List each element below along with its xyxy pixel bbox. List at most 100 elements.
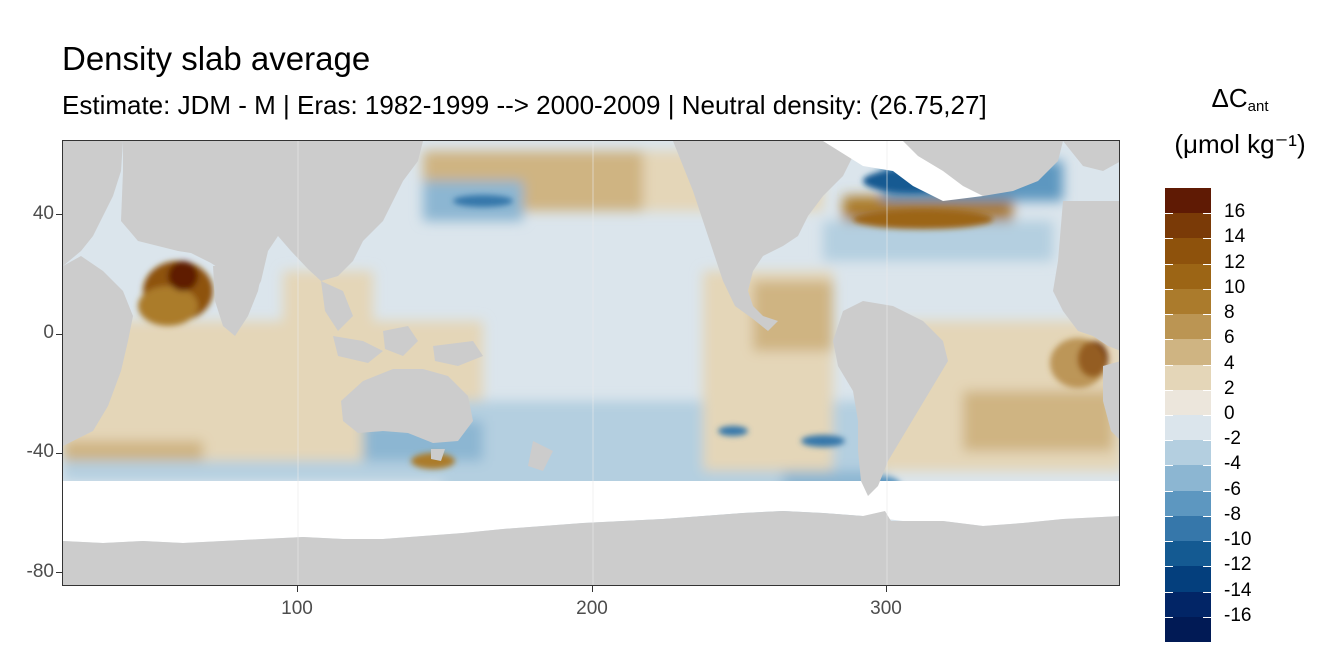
land-africa-east	[63, 256, 133, 446]
y-tick-minus-80: -80	[26, 561, 54, 582]
legend-tick	[1203, 314, 1211, 316]
x-tick-200: 200	[576, 598, 608, 619]
land-new-guinea	[433, 341, 483, 366]
land-south-america	[833, 301, 948, 496]
legend-tick	[1165, 288, 1173, 290]
legend-color-step	[1165, 566, 1211, 593]
legend-tick	[1165, 591, 1173, 593]
legend-label: -16	[1224, 604, 1252, 626]
legend-tick	[1165, 515, 1173, 517]
legend-label: 14	[1224, 226, 1246, 248]
legend-tick	[1203, 541, 1211, 543]
land-borneo	[383, 326, 418, 356]
legend-tick	[1203, 616, 1211, 618]
legend-color-step	[1165, 490, 1211, 517]
legend-tick	[1203, 566, 1211, 568]
legend-symbol: ΔC	[1211, 83, 1248, 113]
legend-color-step	[1165, 364, 1211, 391]
legend-label: 8	[1224, 302, 1235, 324]
map-panel	[62, 140, 1120, 586]
x-tick-300: 300	[870, 598, 902, 619]
x-tickmark	[297, 586, 298, 592]
legend-tick	[1203, 591, 1211, 593]
legend-tick	[1165, 616, 1173, 618]
legend-color-step	[1165, 238, 1211, 265]
y-tickmark	[56, 453, 62, 454]
y-tick-0: 0	[43, 322, 54, 343]
legend-label: -4	[1224, 453, 1241, 475]
legend-label: -12	[1224, 554, 1252, 576]
legend-color-step	[1165, 515, 1211, 542]
land-new-zealand	[528, 441, 553, 471]
legend-colorbar	[1165, 188, 1211, 643]
legend-label: -2	[1224, 428, 1241, 450]
y-tickmark	[56, 572, 62, 573]
land-indochina	[321, 281, 353, 331]
map-svg	[63, 141, 1119, 585]
no-data-southern	[63, 481, 1119, 543]
legend-tick	[1165, 339, 1173, 341]
legend-symbol-sub: ant	[1247, 98, 1269, 115]
land-sumatra	[333, 336, 383, 363]
land-greenland	[903, 141, 1063, 196]
y-tickmark	[56, 334, 62, 335]
legend-tick	[1165, 314, 1173, 316]
legend-color-step	[1165, 263, 1211, 290]
legend-color-step	[1165, 440, 1211, 466]
x-tick-100: 100	[281, 598, 313, 619]
x-tickmark	[886, 586, 887, 592]
legend-tick	[1165, 364, 1173, 366]
legend-tick	[1203, 288, 1211, 290]
legend-tick	[1203, 515, 1211, 517]
legend-label: 10	[1224, 276, 1246, 298]
land-australia	[341, 369, 473, 443]
legend-tick	[1203, 389, 1211, 391]
legend-color-step	[1165, 465, 1211, 492]
legend-tick	[1203, 415, 1211, 416]
y-tick-minus-40: -40	[26, 441, 54, 462]
legend-tick	[1165, 415, 1173, 416]
legend-label: -6	[1224, 478, 1241, 500]
land-north-america	[673, 141, 863, 331]
plot-title: Density slab average	[62, 40, 371, 77]
legend-tick	[1203, 440, 1211, 442]
legend-color-step	[1165, 541, 1211, 567]
legend-tick	[1165, 566, 1173, 568]
x-tickmark	[592, 586, 593, 592]
legend-tick	[1165, 238, 1173, 240]
legend-title: ΔCant (μmol kg⁻¹)	[1160, 84, 1320, 158]
legend-color-step	[1165, 314, 1211, 340]
legend-color-step	[1165, 616, 1211, 643]
y-tick-40: 40	[32, 203, 54, 224]
land-tasmania	[431, 449, 445, 461]
legend-tick	[1203, 238, 1211, 240]
legend-label: 4	[1224, 352, 1235, 374]
legend-label: 0	[1224, 403, 1235, 424]
legend-color-step	[1165, 339, 1211, 366]
plot-subtitle: Estimate: JDM - M | Eras: 1982-1999 --> …	[62, 90, 987, 120]
legend-color-step	[1165, 188, 1211, 214]
land-scandinavia	[1063, 141, 1119, 171]
land-india	[213, 266, 263, 336]
land-africa-south	[1103, 361, 1119, 439]
legend-tick	[1203, 490, 1211, 492]
legend-label: -8	[1224, 503, 1241, 525]
legend-label: -10	[1224, 529, 1252, 551]
legend-tick	[1165, 541, 1173, 543]
legend-tick	[1203, 364, 1211, 366]
legend-tick	[1165, 490, 1173, 492]
legend-color-step	[1165, 591, 1211, 618]
legend-tick	[1203, 263, 1211, 265]
land-antarctica	[63, 511, 1119, 585]
gridlines	[297, 141, 888, 585]
legend-color-step	[1165, 415, 1211, 441]
legend-color-step	[1165, 213, 1211, 239]
legend-tick	[1165, 440, 1173, 442]
legend-tick	[1165, 389, 1173, 391]
legend-label: 16	[1224, 201, 1246, 223]
legend-label: 2	[1224, 377, 1235, 399]
legend-label: -14	[1224, 579, 1252, 601]
legend-label: 6	[1224, 327, 1235, 349]
y-tickmark	[56, 214, 62, 215]
legend-tick	[1203, 213, 1211, 215]
